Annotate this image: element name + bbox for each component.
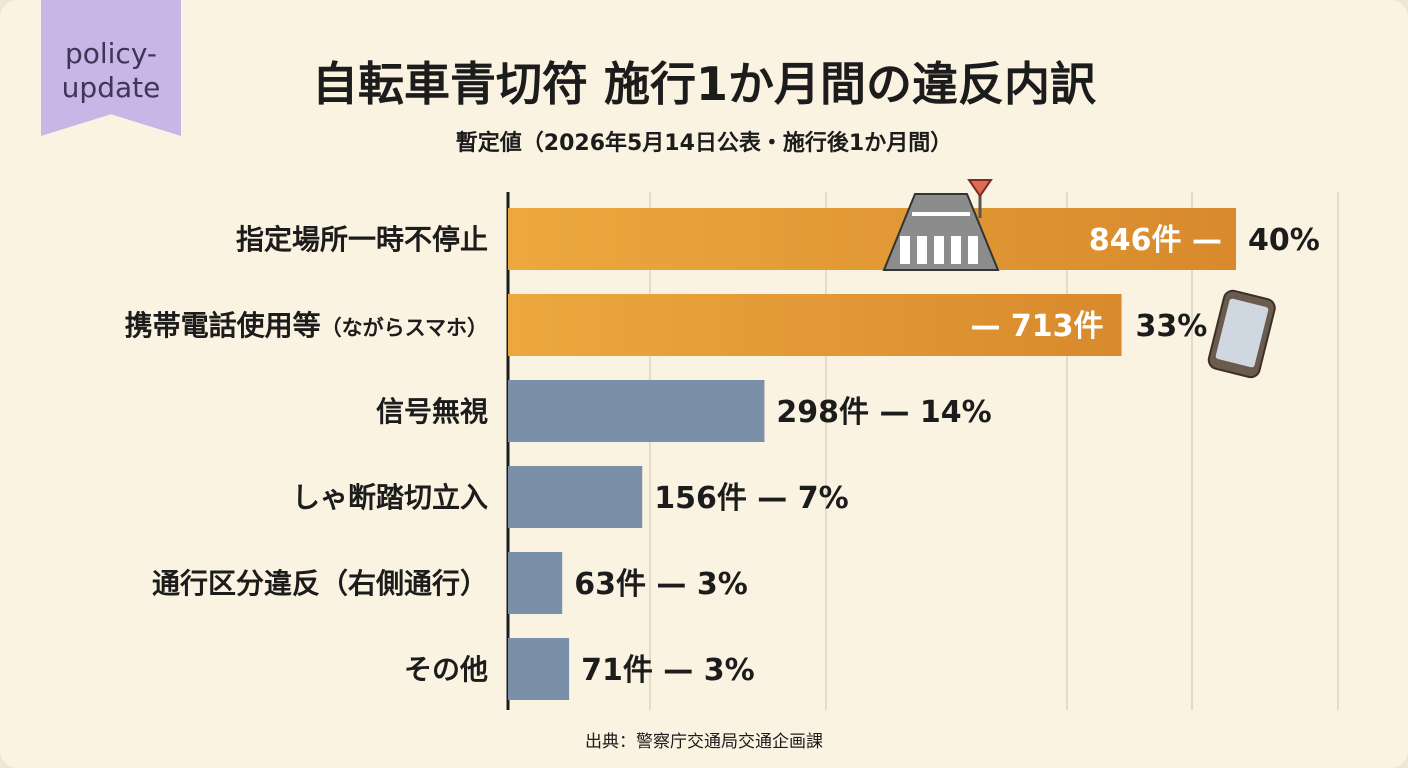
category-label: その他 <box>404 653 488 686</box>
tag-line-1: policy- <box>64 37 158 70</box>
smartphone-icon <box>1207 289 1276 379</box>
category-label: 通行区分違反（右側通行） <box>152 567 488 600</box>
crosswalk-stripe <box>917 236 927 264</box>
percent-label: 40% <box>1248 223 1320 258</box>
source-note: 出典：警察庁交通局交通企画課 <box>585 732 823 752</box>
percent-label: 33% <box>1136 309 1208 344</box>
value-label: 156件 — 7% <box>654 481 848 516</box>
bar <box>508 638 570 700</box>
category-label: 携帯電話使用等（ながらスマホ） <box>125 309 488 342</box>
crosswalk-stripe <box>900 236 910 264</box>
crosswalk-stop-sign-icon <box>882 179 1000 271</box>
phone-screen <box>1215 298 1269 368</box>
page-title-text: 自転車青切符 施行1か月間の違反内訳 <box>311 57 1097 111</box>
value-label: 846件 — <box>1089 223 1222 258</box>
bar <box>508 380 765 442</box>
page-subtitle-text: 暫定値（2026年5月14日公表・施行後1か月間） <box>455 131 953 156</box>
bar <box>508 552 563 614</box>
crosswalk-stripe <box>951 236 961 264</box>
page-title: 自転車青切符 施行1か月間の違反内訳 <box>0 52 1408 116</box>
bar <box>508 208 1236 270</box>
category-label: 指定場所一時不停止 <box>236 223 488 256</box>
crosswalk-stripe <box>968 236 978 264</box>
value-label: 71件 — 3% <box>581 653 755 688</box>
category-label: 信号無視 <box>376 395 488 428</box>
value-label: 298件 — 14% <box>776 395 991 430</box>
bar <box>508 294 1122 356</box>
tag-line-2: update <box>61 71 161 104</box>
page-subtitle: 暫定値（2026年5月14日公表・施行後1か月間） <box>0 125 1408 157</box>
bar <box>508 466 643 528</box>
category-label: しゃ断踏切立入 <box>292 481 488 514</box>
crosswalk-stripe <box>934 236 944 264</box>
value-label: 63件 — 3% <box>574 567 748 602</box>
value-label: — 713件 <box>970 309 1103 344</box>
stop-sign <box>967 179 993 198</box>
category-tag: policy- update <box>41 0 181 136</box>
